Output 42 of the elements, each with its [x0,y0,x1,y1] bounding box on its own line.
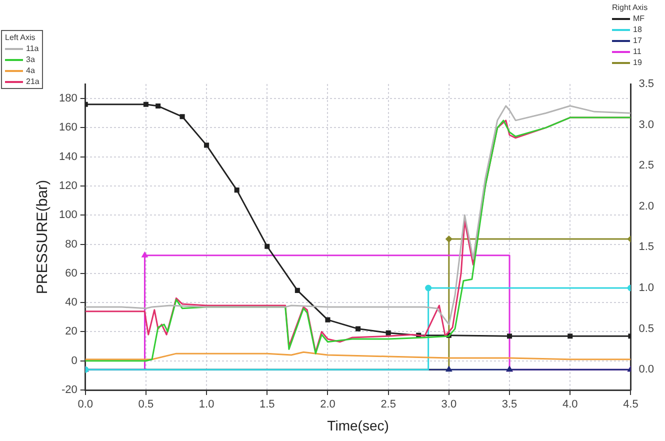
y-tick-label: 180 [58,92,78,105]
y2-tick-label: 0.5 [638,322,654,335]
legend-label: 11a [26,43,39,54]
y-tick-label: 20 [65,326,78,338]
x-tick-label: 4.0 [562,398,578,411]
y2-tick-label: 3.0 [638,118,654,131]
y-axis-title: PRESSURE(bar) [34,180,52,294]
x-tick-label: 1.0 [198,398,214,411]
legend-label: 4a [26,65,35,76]
legend-label: 17 [633,35,642,46]
x-tick-label: 3.5 [502,398,518,411]
legend-label: 3a [26,54,35,65]
x-axis-title: Time(sec) [327,417,389,434]
x-tick-label: 2.0 [320,398,336,411]
legend-title: Left Axis [5,32,36,43]
y-tick-label: 80 [65,238,78,250]
legend-label: 19 [633,57,642,68]
y2-tick-label: 0.0 [638,364,654,376]
y2-tick-label: 3.5 [638,78,654,90]
y-tick-label: -20 [61,384,78,396]
y2-tick-label: 2.0 [638,200,654,212]
text: Right Axis [612,2,648,13]
x-tick-label: 4.5 [623,398,638,411]
legend-label: 18 [633,24,642,35]
x-tick-label: 2.5 [380,398,396,411]
y-tick-label: 0 [71,354,78,367]
legend-label: 11 [633,46,642,57]
y2-tick-label: 1.0 [638,282,654,294]
y-tick-label: 40 [65,296,78,309]
y2-tick-label: 1.5 [638,241,654,254]
y-tick-label: 160 [58,122,78,134]
y-tick-label: 140 [58,150,78,163]
x-tick-label: 0.5 [138,398,154,411]
x-tick-label: 0.0 [78,398,93,411]
y-tick-label: 60 [65,267,78,280]
y-tick-label: 100 [58,209,78,222]
y2-tick-label: 2.5 [638,160,654,172]
y-tick-label: 120 [58,180,78,192]
x-tick-label: 1.5 [259,398,275,411]
legend-label: MF [633,13,645,24]
legend-label: 21a [26,76,40,87]
x-tick-label: 3.0 [441,398,457,411]
